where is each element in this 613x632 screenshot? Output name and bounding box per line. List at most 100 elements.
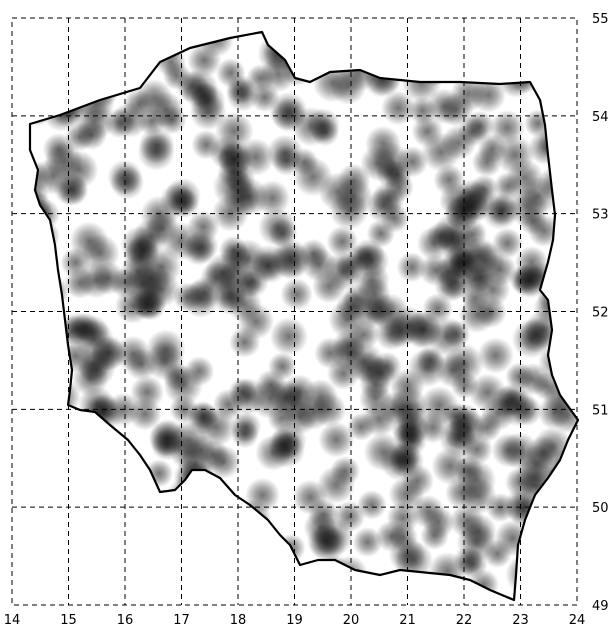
density-dot — [30, 32, 48, 60]
density-dot — [270, 569, 310, 600]
density-dot — [163, 365, 203, 406]
density-dot — [411, 32, 451, 66]
density-dot — [227, 287, 263, 323]
density-dot — [60, 63, 91, 94]
density-dot — [322, 32, 353, 59]
density-dot — [420, 521, 449, 550]
country-border — [28, 30, 580, 602]
density-dot — [81, 233, 120, 273]
density-dot — [511, 47, 548, 84]
density-dot — [64, 267, 96, 299]
density-dot — [125, 234, 160, 268]
y-tick-label: 54 — [592, 110, 609, 125]
density-dot — [200, 491, 231, 522]
density-dot — [100, 431, 134, 465]
density-dot — [131, 32, 171, 70]
density-dot — [509, 32, 550, 62]
x-tick-label: 18 — [230, 613, 247, 628]
density-dot — [477, 337, 514, 374]
density-dot — [245, 477, 280, 513]
density-dot — [466, 32, 502, 63]
density-dot — [30, 424, 69, 463]
density-dot — [47, 513, 76, 542]
density-dot — [132, 501, 164, 533]
density-dot — [475, 32, 504, 59]
density-dot — [426, 221, 456, 251]
density-dot — [468, 569, 500, 600]
density-dot — [173, 458, 211, 496]
grid — [11, 17, 578, 606]
density-dot — [416, 411, 449, 444]
density-dot — [60, 150, 99, 189]
density-dot — [523, 38, 558, 72]
density-dot — [234, 515, 272, 553]
density-dot — [30, 379, 54, 408]
density-dot — [450, 371, 479, 399]
density-dot — [459, 263, 491, 295]
density-dot — [116, 45, 146, 74]
density-dot — [230, 419, 259, 449]
density-dot — [105, 511, 142, 548]
density-dot — [133, 524, 164, 556]
density-dot — [76, 536, 108, 568]
y-axis-ticks: 49 50 51 52 53 54 55 — [592, 12, 609, 614]
density-dot — [30, 72, 53, 113]
density-dot — [430, 37, 461, 67]
density-dot — [30, 555, 65, 590]
x-axis-ticks: 14 15 16 17 18 19 20 21 22 23 24 — [4, 613, 586, 628]
density-dot — [55, 536, 88, 569]
density-dot — [511, 319, 551, 359]
density-dot — [191, 129, 222, 160]
density-dot — [356, 490, 387, 520]
density-dots — [30, 32, 578, 600]
density-dot — [388, 443, 425, 479]
density-dot — [41, 32, 81, 69]
density-dot — [86, 463, 119, 496]
density-dot — [181, 501, 213, 533]
density-dot — [533, 426, 573, 467]
density-dot — [202, 521, 235, 554]
density-dot — [511, 395, 542, 427]
density-dot — [524, 109, 552, 138]
x-tick-label: 22 — [456, 613, 473, 628]
density-dot — [342, 283, 374, 315]
density-dot — [288, 571, 321, 600]
density-dot — [144, 459, 174, 488]
density-dot — [372, 141, 410, 180]
density-dot — [30, 32, 53, 53]
density-dot — [421, 132, 461, 172]
density-dot — [34, 458, 65, 489]
density-dot — [42, 93, 81, 132]
density-dot — [107, 446, 140, 478]
density-dot — [169, 557, 205, 593]
density-dot — [130, 375, 165, 410]
density-dot — [432, 32, 464, 61]
density-dot — [509, 62, 541, 94]
density-dot — [454, 455, 484, 485]
density-dot — [481, 396, 516, 431]
y-tick-label: 51 — [592, 403, 609, 418]
density-dot — [38, 462, 68, 493]
density-dot — [55, 512, 87, 544]
density-dot — [366, 219, 396, 248]
density-dot — [301, 247, 337, 283]
density-dot — [293, 156, 333, 197]
density-dot — [292, 35, 328, 71]
y-tick-label: 49 — [592, 599, 609, 614]
density-dot — [30, 358, 61, 398]
density-dot — [80, 487, 110, 517]
density-dot — [30, 347, 60, 386]
density-dot — [273, 32, 311, 55]
density-dot — [206, 570, 238, 600]
density-dot — [90, 336, 125, 371]
density-dot — [111, 33, 151, 73]
density-dot — [74, 39, 106, 71]
density-dot — [306, 108, 341, 142]
y-tick-label: 52 — [592, 306, 609, 321]
density-dot — [166, 525, 205, 564]
density-dot — [269, 317, 308, 356]
density-dot — [437, 48, 472, 83]
density-dot — [30, 308, 48, 340]
